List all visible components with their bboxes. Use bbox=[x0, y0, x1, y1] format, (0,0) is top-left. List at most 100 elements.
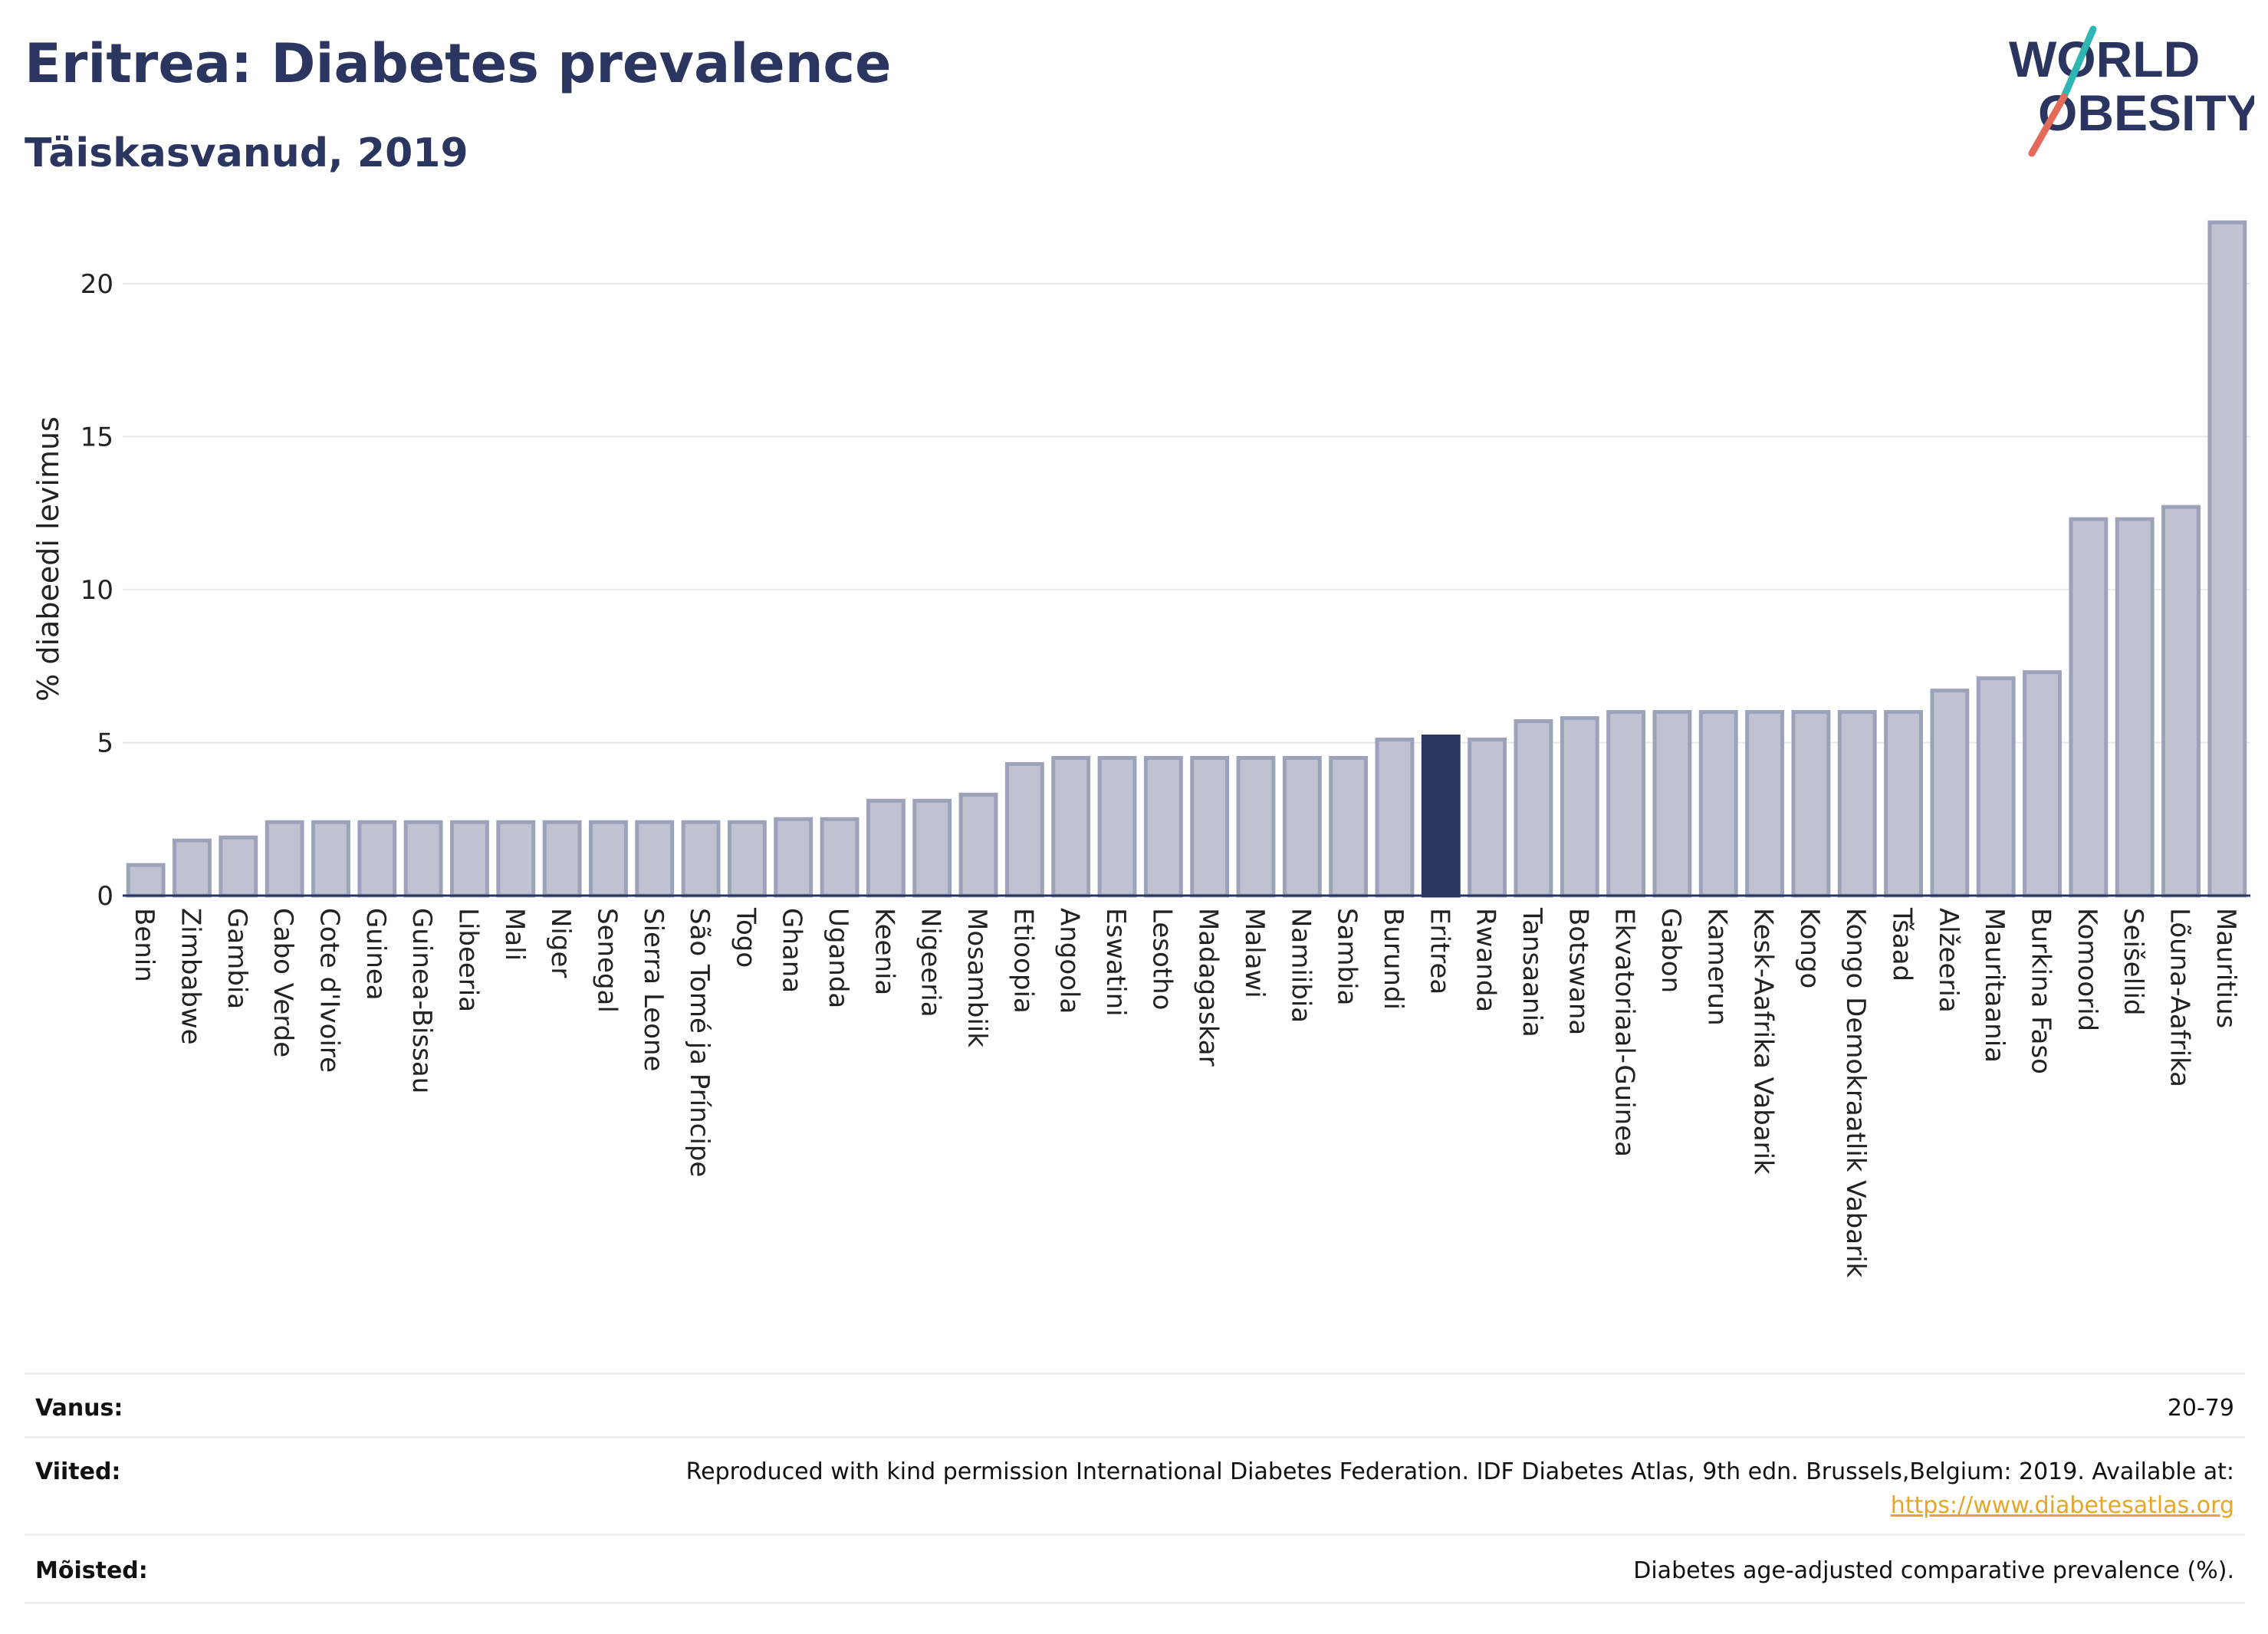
x-tick-label: Angoola bbox=[1054, 908, 1085, 1014]
bar bbox=[774, 817, 814, 898]
y-tick-label: 0 bbox=[97, 881, 113, 912]
bar bbox=[1329, 755, 1369, 898]
x-tick-label: Gambia bbox=[222, 908, 252, 1009]
x-tick-label: Kamerun bbox=[1701, 908, 1732, 1026]
chart-title: Eritrea: Diabetes prevalence bbox=[25, 32, 892, 95]
x-tick-label: Eritrea bbox=[1424, 908, 1454, 995]
x-tick-label: Mauritaania bbox=[1979, 908, 2010, 1063]
x-tick-label: Burkina Faso bbox=[2026, 908, 2056, 1074]
bar bbox=[496, 820, 536, 898]
x-tick-label: Lõuna-Aafrika bbox=[2164, 908, 2195, 1087]
footer-reference-link[interactable]: https://www.diabetesatlas.org bbox=[1890, 1492, 2234, 1519]
bar bbox=[1190, 755, 1230, 898]
x-tick-label: Ghana bbox=[777, 908, 807, 993]
y-tick-label: 10 bbox=[81, 575, 113, 606]
x-tick-label: Togo bbox=[730, 907, 761, 968]
x-tick-label: Sierra Leone bbox=[638, 908, 669, 1071]
bar bbox=[912, 798, 952, 898]
bar bbox=[866, 798, 906, 898]
bar bbox=[311, 820, 350, 898]
x-tick-label: Namiibia bbox=[1285, 908, 1316, 1023]
bar bbox=[1514, 719, 1553, 898]
bar bbox=[1143, 755, 1183, 898]
bar bbox=[820, 817, 860, 898]
chart-subtitle: Täiskasvanud, 2019 bbox=[25, 130, 468, 176]
bar bbox=[1236, 755, 1276, 898]
bar bbox=[2115, 517, 2155, 898]
x-tick-label: Kongo bbox=[1794, 908, 1825, 988]
x-tick-label: Botswana bbox=[1563, 908, 1593, 1035]
footer-label-age: Vanus: bbox=[35, 1395, 123, 1422]
footer-value-age: 20-79 bbox=[2167, 1395, 2234, 1422]
x-tick-label: São Tomé ja Príncipe bbox=[684, 908, 715, 1177]
x-tick-label: Mosambiik bbox=[961, 908, 992, 1047]
x-tick-label: Benin bbox=[129, 908, 159, 982]
bar bbox=[450, 820, 489, 898]
x-tick-label: Tšaad bbox=[1887, 907, 1918, 981]
bar bbox=[635, 820, 675, 898]
footer-row-age: Vanus: 20-79 bbox=[25, 1373, 2245, 1436]
x-tick-label: Madagaskar bbox=[1193, 908, 1224, 1067]
bar bbox=[1930, 689, 1970, 898]
footer-label-definitions: Mõisted: bbox=[35, 1557, 148, 1584]
y-axis-title: % diabeedi levimus bbox=[31, 416, 65, 702]
bar bbox=[1560, 716, 1599, 898]
bar bbox=[403, 820, 443, 898]
logo-slash-teal bbox=[2060, 25, 2097, 100]
bar bbox=[265, 820, 304, 898]
footer-table: Vanus: 20-79 Viited: Reproduced with kin… bbox=[25, 1373, 2245, 1604]
logo-word-obesity: OBESITY bbox=[2038, 84, 2254, 141]
logo-word-world: WORLD bbox=[2009, 31, 2200, 87]
bar bbox=[1375, 737, 1415, 898]
bar bbox=[1652, 710, 1692, 898]
x-tick-label: Malawi bbox=[1239, 908, 1270, 998]
footer-row-references: Viited: Reproduced with kind permission … bbox=[25, 1436, 2245, 1534]
x-tick-label: Seišellid bbox=[2118, 908, 2148, 1016]
bar bbox=[2207, 220, 2247, 898]
bar bbox=[1051, 755, 1091, 898]
x-tick-label: Guinea bbox=[360, 908, 391, 1001]
bar bbox=[126, 863, 166, 898]
x-tick-label: Libeeria bbox=[452, 908, 483, 1012]
bar bbox=[1837, 710, 1877, 898]
footer-value-definitions: Diabetes age-adjusted comparative preval… bbox=[1633, 1557, 2234, 1584]
x-tick-label: Kongo Demokraatlik Vabarik bbox=[1840, 908, 1871, 1278]
y-tick-label: 15 bbox=[81, 422, 113, 452]
bar bbox=[681, 820, 721, 898]
x-tick-label: Senegal bbox=[591, 908, 622, 1013]
bar bbox=[1004, 761, 1044, 898]
x-tick-label: Etioopia bbox=[1007, 908, 1038, 1014]
x-tick-label: Keenia bbox=[869, 908, 899, 995]
x-tick-label: Guinea-Bissau bbox=[406, 908, 437, 1093]
y-tick-label: 20 bbox=[81, 269, 113, 300]
x-tick-label: Ekvatoriaal-Guinea bbox=[1609, 908, 1640, 1157]
bar bbox=[1745, 710, 1784, 898]
bar bbox=[1097, 755, 1137, 898]
bar bbox=[2069, 517, 2109, 898]
x-tick-label: Gabon bbox=[1655, 908, 1686, 993]
bar bbox=[1698, 710, 1738, 898]
bar bbox=[727, 820, 767, 898]
bar bbox=[357, 820, 397, 898]
bar bbox=[1791, 710, 1831, 898]
footer-row-definitions: Mõisted: Diabetes age-adjusted comparati… bbox=[25, 1534, 2245, 1604]
x-tick-label: Rwanda bbox=[1471, 908, 1501, 1012]
x-tick-label: Cabo Verde bbox=[268, 908, 298, 1057]
x-tick-label: Tansaania bbox=[1517, 907, 1547, 1037]
x-tick-label: Kesk-Aafrika Vabarik bbox=[1748, 908, 1779, 1175]
x-tick-label: Uganda bbox=[823, 908, 853, 1008]
y-tick-label: 5 bbox=[97, 728, 113, 758]
x-tick-label: Cote d'Ivoire bbox=[314, 908, 344, 1073]
x-tick-label: Komoorid bbox=[2072, 908, 2102, 1031]
bar bbox=[2161, 505, 2201, 898]
bar bbox=[2023, 670, 2062, 898]
x-tick-label: Burundi bbox=[1378, 908, 1408, 1010]
bar-highlight bbox=[1421, 734, 1461, 898]
logo-slash-red bbox=[2028, 93, 2068, 157]
footer-label-references: Viited: bbox=[35, 1458, 121, 1485]
world-obesity-logo: WORLD OBESITY bbox=[2009, 25, 2254, 157]
x-tick-label: Niger bbox=[545, 908, 576, 978]
x-tick-label: Nigeeria bbox=[915, 908, 946, 1018]
bar bbox=[542, 820, 582, 898]
bar bbox=[219, 835, 258, 898]
